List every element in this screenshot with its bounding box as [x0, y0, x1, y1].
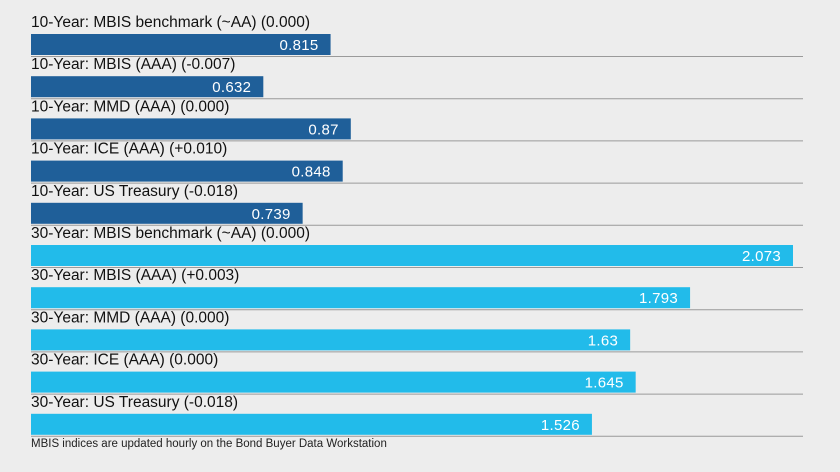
bar	[31, 118, 351, 140]
category-label: 10-Year: US Treasury (-0.018)	[31, 183, 238, 200]
category-label: 30-Year: MBIS benchmark (~AA) (0.000)	[31, 225, 310, 242]
data-label: 0.848	[292, 164, 331, 181]
bar	[31, 245, 793, 266]
bar	[31, 160, 343, 182]
category-label: 10-Year: MBIS (AAA) (-0.007)	[31, 56, 235, 73]
data-label: 0.87	[308, 121, 338, 138]
category-label: 10-Year: ICE (AAA) (+0.010)	[31, 141, 227, 158]
data-label: 0.632	[212, 79, 251, 96]
bar	[31, 34, 331, 55]
data-label: 1.63	[588, 332, 618, 349]
bar	[31, 76, 264, 98]
data-label: 2.073	[742, 248, 781, 265]
category-label: 10-Year: MBIS benchmark (~AA) (0.000)	[31, 14, 310, 31]
data-label: 1.526	[541, 417, 580, 434]
category-label: 30-Year: ICE (AAA) (0.000)	[31, 352, 218, 369]
category-label: 30-Year: US Treasury (-0.018)	[31, 394, 238, 411]
data-label: 1.793	[639, 290, 678, 307]
bar	[31, 202, 303, 224]
category-label: 10-Year: MMD (AAA) (0.000)	[31, 98, 229, 115]
bar	[31, 329, 631, 351]
data-label: 0.815	[280, 37, 319, 54]
category-label: 30-Year: MMD (AAA) (0.000)	[31, 309, 229, 326]
footnote: MBIS indices are updated hourly on the B…	[31, 438, 387, 450]
category-label: 30-Year: MBIS (AAA) (+0.003)	[31, 267, 239, 284]
bar	[31, 287, 691, 309]
data-label: 0.739	[252, 206, 291, 223]
bar	[31, 413, 592, 435]
bar	[31, 371, 636, 393]
data-label: 1.645	[585, 375, 624, 392]
